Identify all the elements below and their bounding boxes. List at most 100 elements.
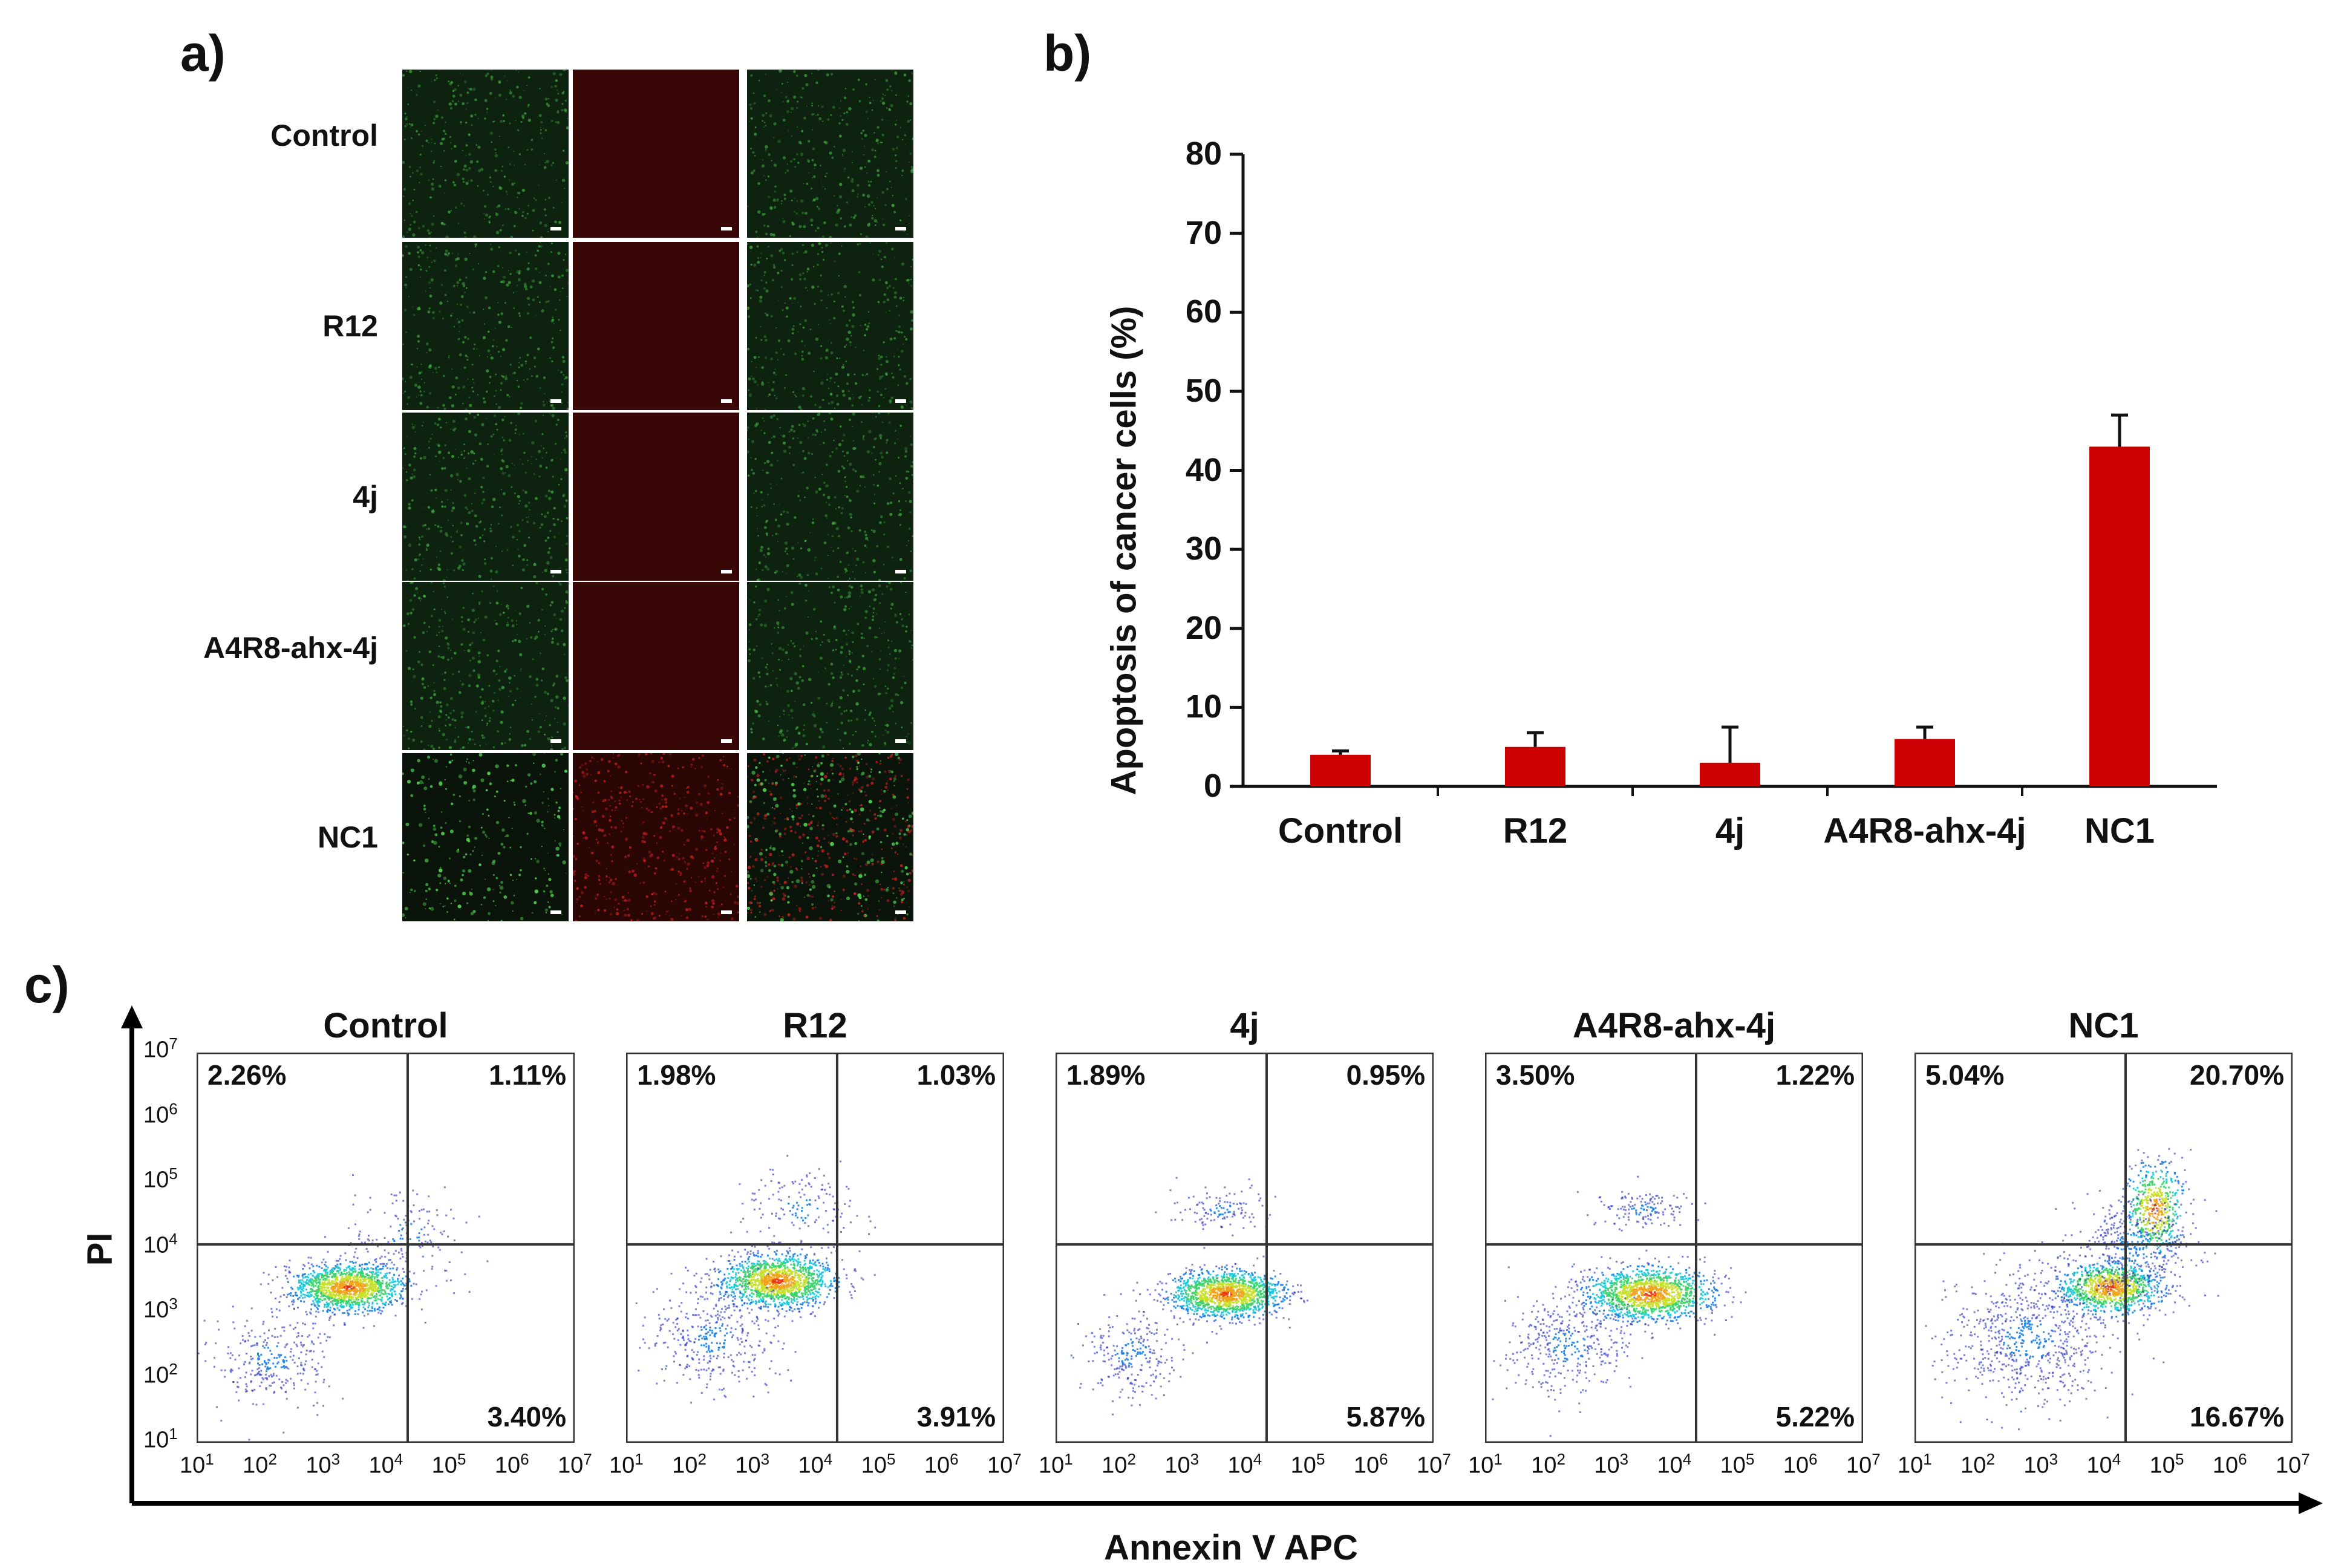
tick-base: 10	[924, 1452, 950, 1478]
tick-base: 10	[1353, 1452, 1380, 1478]
panel-b-letter: b)	[1043, 25, 1092, 82]
row-label: Control	[270, 119, 378, 152]
y-tick-label: 40	[1185, 451, 1222, 488]
x-tick-label: 105	[1291, 1450, 1325, 1479]
merged-channel-image	[747, 413, 913, 581]
flow-dot-plot	[626, 1053, 1004, 1443]
x-tick-label: 106	[924, 1450, 959, 1479]
x-tick-label: 103	[1164, 1450, 1199, 1479]
tick-base: 10	[2149, 1452, 2175, 1478]
tick-exponent: 5	[457, 1450, 466, 1468]
y-tick-label: 105	[143, 1165, 178, 1194]
tick-exponent: 5	[886, 1450, 896, 1468]
quadrant-percentage: 1.03%	[916, 1059, 996, 1091]
x-tick-label: 105	[432, 1450, 466, 1479]
quadrant-percentage: 5.04%	[1925, 1059, 2005, 1091]
y-tick-label: 102	[143, 1360, 178, 1389]
tick-base: 10	[1846, 1452, 1872, 1478]
x-tick-label: 102	[1102, 1450, 1136, 1479]
tick-exponent: 1	[1493, 1450, 1503, 1468]
tick-exponent: 2	[268, 1450, 277, 1468]
tick-base: 10	[143, 1427, 169, 1453]
x-tick-label: 104	[2087, 1450, 2121, 1479]
red-channel-image	[573, 753, 739, 921]
tick-exponent: 7	[1442, 1450, 1451, 1468]
x-tick-label: 105	[861, 1450, 896, 1479]
quadrant-percentage: 5.87%	[1346, 1401, 1425, 1432]
green-channel-image	[402, 582, 569, 750]
tick-base: 10	[1594, 1452, 1620, 1478]
tick-exponent: 1	[169, 1425, 178, 1443]
tick-exponent: 1	[1923, 1450, 1932, 1468]
y-tick-label: 30	[1185, 531, 1222, 567]
x-tick-label: 103	[305, 1450, 340, 1479]
flow-y-axis-title: PI	[80, 1232, 120, 1266]
y-tick-label: 70	[1185, 214, 1222, 251]
flow-plot-title: R12	[783, 1006, 847, 1045]
quadrant-percentage: 0.95%	[1346, 1059, 1425, 1091]
tick-base: 10	[861, 1452, 887, 1478]
tick-base: 10	[1164, 1452, 1190, 1478]
panel-c-letter: c)	[24, 956, 70, 1013]
tick-base: 10	[2276, 1452, 2302, 1478]
flow-plot-title: NC1	[2068, 1006, 2139, 1045]
quadrant-percentage: 2.26%	[207, 1059, 287, 1091]
plot-frame	[197, 1053, 575, 1443]
tick-exponent: 5	[169, 1165, 178, 1183]
panel-a-letter: a)	[180, 25, 226, 82]
tick-exponent: 5	[2175, 1450, 2184, 1468]
tick-exponent: 3	[1619, 1450, 1629, 1468]
tick-exponent: 7	[2301, 1450, 2310, 1468]
y-tick-label: 10	[1185, 688, 1222, 725]
x-tick-label: 101	[180, 1450, 214, 1479]
x-tick-label: 107	[1417, 1450, 1451, 1479]
y-tick-label: 101	[143, 1425, 178, 1454]
x-tick-label: 105	[1720, 1450, 1755, 1479]
x-category-label: R12	[1503, 811, 1568, 851]
tick-base: 10	[180, 1452, 206, 1478]
quadrant-percentage: 1.22%	[1775, 1059, 1855, 1091]
tick-exponent: 6	[520, 1450, 529, 1468]
x-tick-label: 107	[558, 1450, 592, 1479]
quadrant-percentage: 5.22%	[1775, 1401, 1855, 1432]
green-channel-image	[402, 753, 569, 921]
tick-base: 10	[1898, 1452, 1924, 1478]
green-channel-image	[402, 70, 569, 238]
plot-frame	[1056, 1053, 1434, 1443]
tick-exponent: 4	[1682, 1450, 1692, 1468]
tick-base: 10	[2023, 1452, 2049, 1478]
tick-base: 10	[143, 1362, 169, 1388]
x-tick-label: 104	[1657, 1450, 1692, 1479]
flow-dot-plot	[197, 1053, 575, 1443]
x-tick-label: 102	[243, 1450, 277, 1479]
x-tick-label: 103	[735, 1450, 769, 1479]
tick-exponent: 3	[2049, 1450, 2058, 1468]
x-category-label: A4R8-ahx-4j	[1823, 811, 2026, 851]
x-category-label: 4j	[1715, 811, 1745, 851]
x-tick-label: 107	[2276, 1450, 2310, 1479]
tick-exponent: 7	[169, 1034, 178, 1053]
y-tick-label: 107	[143, 1034, 178, 1063]
quadrant-percentage: 16.67%	[2189, 1401, 2284, 1432]
flow-dot-plot	[1485, 1053, 1863, 1443]
quadrant-percentage: 3.50%	[1496, 1059, 1575, 1091]
x-tick-label: 107	[987, 1450, 1022, 1479]
tick-base: 10	[2212, 1452, 2239, 1478]
x-tick-label: 107	[1846, 1450, 1881, 1479]
quadrant-percentage: 1.11%	[489, 1059, 566, 1091]
merged-channel-image	[747, 753, 913, 921]
red-channel-image	[573, 582, 739, 750]
quadrant-percentage: 1.98%	[637, 1059, 716, 1091]
tick-exponent: 6	[1379, 1450, 1388, 1468]
flow-plot-title: A4R8-ahx-4j	[1572, 1006, 1776, 1045]
tick-base: 10	[1227, 1452, 1253, 1478]
tick-exponent: 6	[950, 1450, 959, 1468]
tick-exponent: 5	[1745, 1450, 1755, 1468]
x-tick-label: 106	[495, 1450, 529, 1479]
bar-chart	[1230, 152, 2217, 796]
tick-exponent: 2	[1127, 1450, 1136, 1468]
x-tick-label: 101	[1039, 1450, 1073, 1479]
tick-exponent: 4	[2112, 1450, 2121, 1468]
flow-plot-title: Control	[323, 1006, 448, 1045]
